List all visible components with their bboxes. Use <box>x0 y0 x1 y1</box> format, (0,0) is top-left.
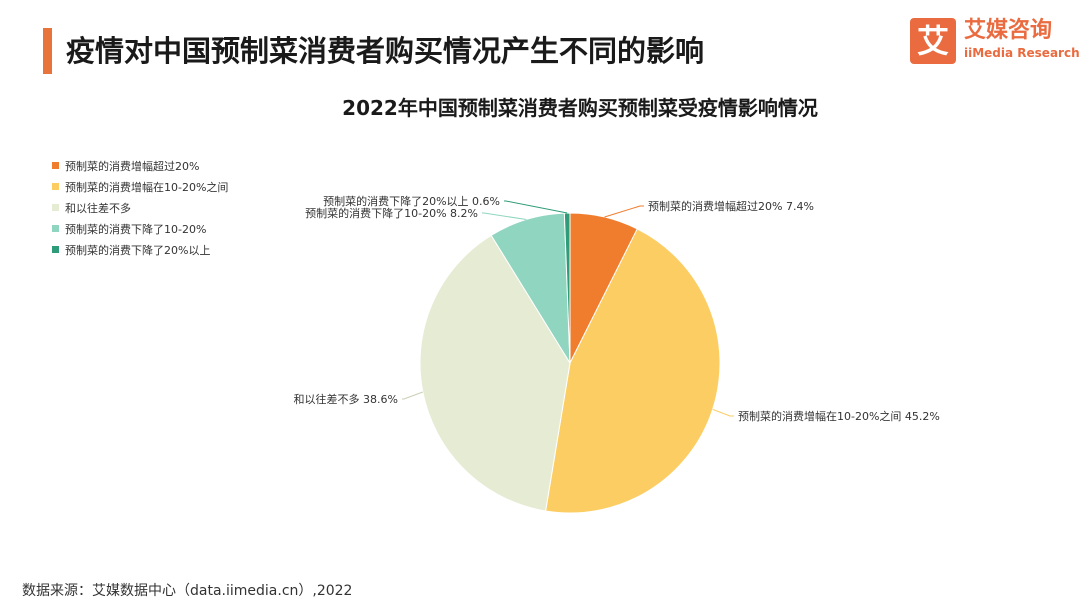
slice-data-label: 预制菜的消费增幅在10-20%之间 45.2% <box>738 409 940 423</box>
legend-label: 和以往差不多 <box>65 201 131 215</box>
slice-data-label: 预制菜的消费增幅超过20% 7.4% <box>648 199 814 213</box>
pie-slice[interactable] <box>419 234 571 512</box>
data-source-note: 数据来源：艾媒数据中心（data.iimedia.cn）,2022 <box>22 583 353 599</box>
legend-label: 预制菜的消费下降了10-20% <box>65 222 207 236</box>
chart-legend: 预制菜的消费增幅超过20% 预制菜的消费增幅在10-20%之间 和以往差不多预制菜的… <box>52 155 228 260</box>
legend-swatch <box>52 183 59 190</box>
pie-slice[interactable] <box>545 228 721 514</box>
legend-swatch <box>52 246 59 253</box>
legend-item[interactable]: 预制菜的消费下降了20%以上 <box>52 239 228 260</box>
logo-name-en: iiMedia Research <box>964 46 1080 60</box>
title-accent-bar <box>43 28 52 74</box>
legend-swatch <box>52 225 59 232</box>
page-title: 疫情对中国预制菜消费者购买情况产生不同的影响 <box>66 34 705 68</box>
brand-logo: 艾 艾媒咨询 iiMedia Research <box>910 18 1080 64</box>
legend-label: 预制菜的消费增幅超过20% <box>65 159 200 173</box>
logo-name-cn: 艾媒咨询 <box>964 18 1053 43</box>
label-leader-line <box>504 200 568 214</box>
legend-swatch <box>52 204 59 211</box>
legend-label: 预制菜的消费增幅在10-20%之间 <box>65 180 229 194</box>
label-leader-line <box>482 212 527 220</box>
slice-data-label: 和以往差不多 38.6% <box>294 392 398 406</box>
slice-data-label: 预制菜的消费下降了10-20% 8.2% <box>305 206 478 220</box>
legend-item[interactable]: 预制菜的消费下降了10-20% <box>52 218 228 239</box>
label-leader-line <box>604 205 644 218</box>
legend-item[interactable]: 预制菜的消费增幅在10-20%之间 <box>52 176 228 197</box>
logo-mark-icon: 艾 <box>910 18 956 64</box>
label-leader-line <box>712 408 734 417</box>
legend-item[interactable]: 和以往差不多 <box>52 197 228 218</box>
slice-data-label: 预制菜的消费下降了20%以上 0.6% <box>323 194 500 208</box>
chart-title: 2022年中国预制菜消费者购买预制菜受疫情影响情况 <box>342 96 818 120</box>
label-leader-line <box>402 391 423 400</box>
legend-swatch <box>52 162 59 169</box>
legend-item[interactable]: 预制菜的消费增幅超过20% <box>52 155 228 176</box>
legend-label: 预制菜的消费下降了20%以上 <box>65 243 211 257</box>
